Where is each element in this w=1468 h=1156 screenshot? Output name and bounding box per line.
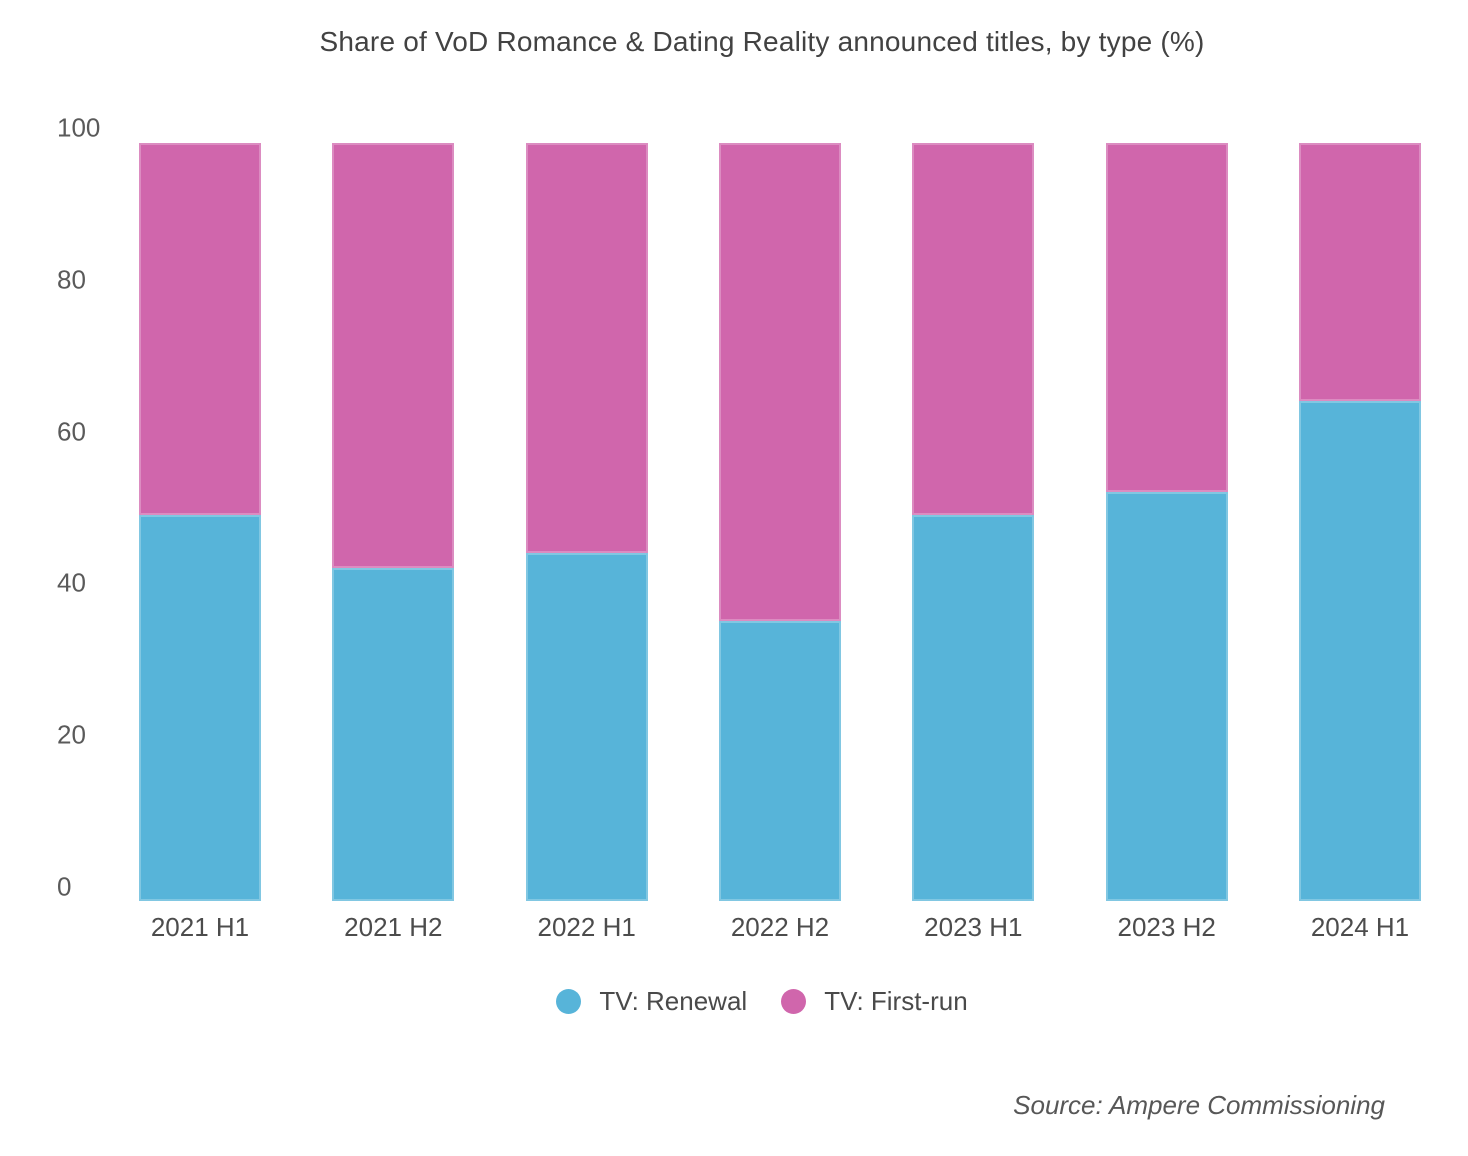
- legend-item-tv-renewal[interactable]: TV: Renewal: [556, 986, 747, 1017]
- x-axis-label-2023-h2: 2023 H2: [1117, 912, 1216, 942]
- bar-2022-h1: [525, 143, 648, 901]
- bar-segment-tv-first-run-2024-h1[interactable]: [1298, 143, 1421, 402]
- bar-segment-tv-renewal-2023-h1[interactable]: [912, 515, 1035, 901]
- bar-2021-h1: [139, 143, 261, 901]
- bar-2024-h1: [1298, 143, 1421, 901]
- x-axis-label-2021-h2: 2021 H2: [344, 912, 443, 942]
- x-axis-label-2024-h1: 2024 H1: [1310, 912, 1410, 942]
- bar-2021-h2: [332, 143, 455, 901]
- bar-segment-tv-first-run-2022-h1[interactable]: [525, 143, 648, 553]
- bar-segment-tv-first-run-2021-h2[interactable]: [332, 143, 455, 569]
- bar-segment-tv-renewal-2021-h1[interactable]: [139, 515, 261, 901]
- bar-segment-tv-first-run-2022-h2[interactable]: [718, 143, 841, 622]
- legend-dot-renewal-icon: [556, 988, 582, 1014]
- bar-segment-tv-renewal-2024-h1[interactable]: [1298, 401, 1421, 901]
- chart-title: Share of VoD Romance & Dating Reality an…: [319, 26, 1205, 57]
- y-tick-label-100: 100: [57, 112, 101, 143]
- y-tick-label-20: 20: [57, 719, 86, 750]
- x-axis-label-2023-h1: 2023 H1: [924, 912, 1023, 942]
- legend-label-tv-first-run: TV: First-run: [824, 985, 968, 1016]
- y-tick-label-60: 60: [57, 416, 86, 447]
- y-tick-label-0: 0: [57, 871, 72, 902]
- bar-segment-tv-first-run-2023-h1[interactable]: [912, 143, 1035, 516]
- legend-label-tv-renewal: TV: Renewal: [599, 985, 748, 1016]
- bar-2023-h1: [912, 143, 1035, 901]
- bar-2023-h2: [1105, 143, 1228, 901]
- bar-segment-tv-renewal-2022-h1[interactable]: [525, 552, 648, 901]
- legend-dot-first-run-icon: [781, 988, 807, 1014]
- bar-segment-tv-renewal-2023-h2[interactable]: [1105, 492, 1228, 901]
- x-axis-label-2022-h1: 2022 H1: [537, 912, 636, 942]
- bar-segment-tv-renewal-2021-h2[interactable]: [332, 568, 455, 901]
- legend-item-tv-first-run[interactable]: TV: First-run: [781, 985, 968, 1017]
- x-axis-label-2021-h1: 2021 H1: [150, 912, 250, 942]
- bar-segment-tv-first-run-2023-h2[interactable]: [1105, 143, 1228, 493]
- y-tick-label-80: 80: [57, 264, 86, 295]
- bar-2022-h2: [718, 143, 841, 901]
- x-axis-label-2022-h2: 2022 H2: [730, 912, 830, 942]
- legend: TV: Renewal TV: First-run: [56, 984, 1468, 1018]
- bar-segment-tv-renewal-2022-h2[interactable]: [718, 621, 841, 901]
- bar-segment-tv-first-run-2021-h1[interactable]: [139, 143, 261, 516]
- source-note: Source: Ampere Commissioning: [1013, 1090, 1385, 1120]
- y-tick-label-40: 40: [57, 567, 86, 598]
